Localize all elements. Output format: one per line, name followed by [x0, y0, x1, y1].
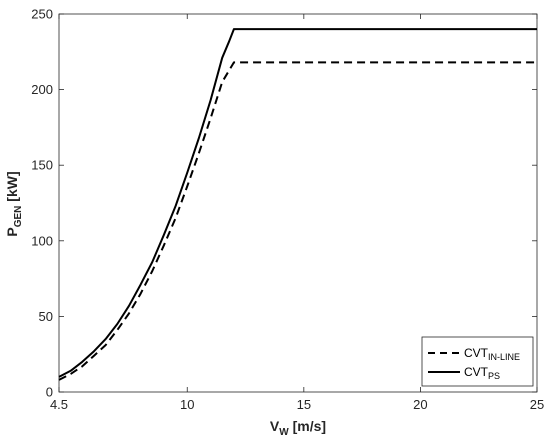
x-tick-label: 20 [413, 397, 427, 412]
y-tick-label: 200 [31, 82, 53, 97]
plot-frame [58, 13, 538, 393]
legend-label-ps: CVTPS [464, 365, 500, 381]
y-tick-label: 0 [46, 385, 53, 400]
y-tick-label: 100 [31, 233, 53, 248]
x-axis-label: VW [m/s] [270, 418, 326, 438]
x-tick-label: 4.5 [50, 397, 68, 412]
legend-label-in-line: CVTIN-LINE [464, 346, 520, 362]
series-line-ps [58, 28, 537, 378]
y-tick-label: 250 [31, 7, 53, 22]
y-tick-label: 50 [39, 309, 53, 324]
legend: CVTIN-LINE CVTPS [421, 336, 534, 387]
series-layer [58, 28, 537, 381]
y-axis-label: PGEN [kW] [4, 171, 24, 236]
series-line-in-line [58, 61, 537, 381]
x-tick-label: 15 [297, 397, 311, 412]
y-tick-label: 150 [31, 158, 53, 173]
x-tick-label: 25 [530, 397, 544, 412]
plot-area-border [58, 13, 538, 393]
x-tick-label: 10 [180, 397, 194, 412]
x-axis: 4.5 10 15 20 25 [50, 14, 544, 412]
legend-box [421, 336, 534, 387]
y-axis: 0 50 100 150 200 250 [31, 7, 537, 400]
